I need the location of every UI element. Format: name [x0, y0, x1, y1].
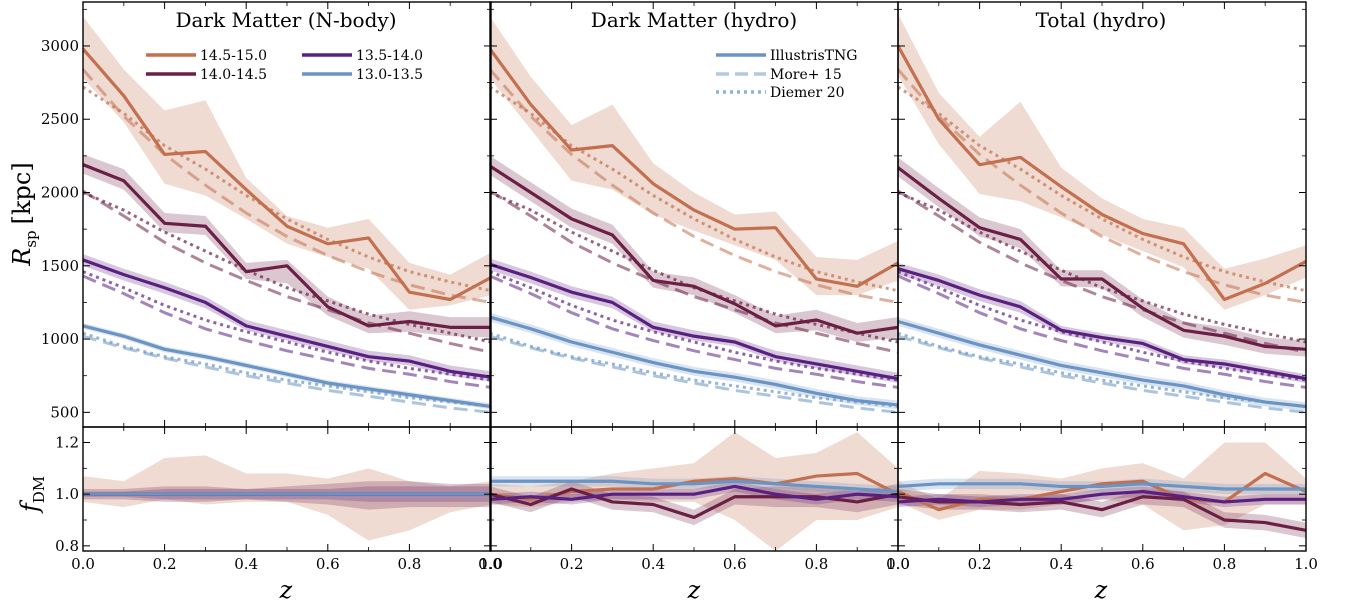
- svg-text:Rsp[kpc]: Rsp [kpc]: [8, 162, 40, 266]
- band-3-0: [83, 455, 491, 541]
- series-line-1-3: [490, 315, 898, 407]
- xtick-label-1-5: 1.0: [886, 555, 910, 573]
- band-4-0: [490, 432, 898, 551]
- series-line-2-1: [898, 166, 1306, 351]
- ytick-label-top-1: 1000: [41, 330, 79, 348]
- ylabel-top-unit: [kpc]: [8, 162, 36, 224]
- more15-line-0-2: [83, 274, 491, 389]
- ytick-label-top-5: 3000: [41, 37, 79, 55]
- panel-title-1: Dark Matter (hydro): [591, 8, 797, 32]
- series-line-2-3: [898, 319, 1306, 409]
- band-0-0: [83, 16, 491, 310]
- band-2-1: [898, 157, 1306, 357]
- diemer20-line-1-3: [490, 331, 898, 408]
- series-line-1-2: [490, 262, 898, 381]
- diemer20-line-2-1: [898, 191, 1306, 344]
- xtick-label-0-1: 0.2: [153, 555, 177, 573]
- legend-label-1350: 13.5-14.0: [356, 48, 423, 64]
- band-2-3: [898, 317, 1306, 411]
- more15-line-1-2: [490, 274, 898, 389]
- ytick-label-top-4: 2500: [41, 110, 79, 128]
- more15-line-2-2: [898, 274, 1306, 389]
- series-line-4-2: [490, 484, 898, 501]
- panel-4-plot: [490, 432, 898, 551]
- more15-line-0-0: [83, 68, 491, 304]
- series-line-0-1: [83, 163, 491, 329]
- xlabel-0: z: [279, 576, 293, 604]
- series-line-2-0: [898, 45, 1306, 302]
- xtick-label-0-2: 0.4: [234, 555, 258, 573]
- ylabel-top-sub: sp: [22, 230, 40, 247]
- ytick-label-bottom-0: 0.8: [55, 537, 79, 555]
- ytick-label-bottom-1: 1.0: [55, 485, 79, 503]
- ytick-label-top-2: 1500: [41, 257, 79, 275]
- panel-1-plot: [490, 16, 898, 414]
- ylabel-bottom-sub: DM: [30, 476, 48, 503]
- band-0-2: [83, 254, 491, 382]
- svg-text:fDM: fDM: [16, 476, 48, 514]
- xtick-label-0-5: 1.0: [479, 555, 503, 573]
- legend-mass: 14.5-15.0 14.0-14.5 13.5-14.0 13.0-13.5: [146, 48, 423, 83]
- xtick-label-1-2: 0.4: [641, 555, 665, 573]
- ylabel-top-main: R: [8, 248, 36, 267]
- series-line-0-3: [83, 324, 491, 409]
- xtick-label-0-0: 0.0: [71, 555, 95, 573]
- legend-label-1300: 13.0-13.5: [356, 67, 423, 83]
- diemer20-line-0-3: [83, 331, 491, 408]
- ytick-label-top-3: 2000: [41, 184, 79, 202]
- xtick-label-0-4: 0.8: [397, 555, 421, 573]
- legend-label-more15: More+ 15: [770, 67, 842, 83]
- panel-3-plot: [83, 455, 491, 541]
- xtick-label-2-4: 0.8: [1212, 555, 1236, 573]
- panel-title-2: Total (hydro): [1036, 8, 1167, 32]
- panel-2-plot: [898, 13, 1306, 414]
- band-0-1: [83, 154, 491, 338]
- series-line-0-2: [83, 258, 491, 379]
- band-4-1: [490, 481, 898, 526]
- legend-label-1450: 14.5-15.0: [200, 48, 267, 64]
- series-line-2-2: [898, 267, 1306, 381]
- legend-label-illustristng: IllustrisTNG: [770, 48, 857, 64]
- panel-0-plot: [83, 16, 491, 414]
- diemer20-line-0-1: [83, 191, 491, 344]
- xlabel-2: z: [1094, 576, 1108, 604]
- more15-line-1-0: [490, 68, 898, 304]
- ytick-label-top-0: 500: [50, 403, 79, 421]
- band-1-3: [490, 312, 898, 410]
- xtick-label-2-1: 0.2: [968, 555, 992, 573]
- series-line-1-1: [490, 164, 898, 335]
- xtick-label-2-0: 0.0: [886, 555, 910, 573]
- series-line-5-2: [898, 489, 1306, 504]
- xtick-label-2-5: 1.0: [1294, 555, 1318, 573]
- ylabel-top: Rsp [kpc]: [8, 162, 40, 266]
- series-line-0-0: [83, 47, 491, 302]
- diemer20-line-2-3: [898, 331, 1306, 408]
- plot-layer: [83, 13, 1306, 551]
- band-2-0: [898, 13, 1306, 310]
- xlabel-1: z: [687, 576, 701, 604]
- more15-line-2-0: [898, 68, 1306, 304]
- series-line-5-3: [898, 482, 1306, 491]
- panel-5-plot: [898, 442, 1306, 539]
- legend-label-diemer20: Diemer 20: [770, 85, 845, 101]
- xtick-label-2-2: 0.4: [1049, 555, 1073, 573]
- xtick-label-1-0: 0.0: [478, 555, 502, 573]
- panel-title-0: Dark Matter (N-body): [175, 8, 396, 32]
- frame-layer: 500 1000 1500 2000 2500 3000 0.8 1.0 1.2 0.0 0.2 0.…: [41, 1, 1318, 573]
- band-1-1: [490, 155, 898, 342]
- ytick-label-bottom-2: 1.2: [55, 434, 79, 452]
- xtick-label-1-1: 0.2: [560, 555, 584, 573]
- xtick-label-1-3: 0.6: [723, 555, 747, 573]
- xtick-label-2-3: 0.6: [1131, 555, 1155, 573]
- ylabel-bottom: fDM: [16, 476, 48, 514]
- legend-style: IllustrisTNG More+ 15 Diemer 20: [716, 48, 857, 101]
- xtick-label-0-3: 0.6: [316, 555, 340, 573]
- xtick-label-1-4: 0.8: [804, 555, 828, 573]
- series-line-4-3: [490, 479, 898, 494]
- legend-label-1400: 14.0-14.5: [200, 67, 267, 83]
- series-line-1-0: [490, 47, 898, 288]
